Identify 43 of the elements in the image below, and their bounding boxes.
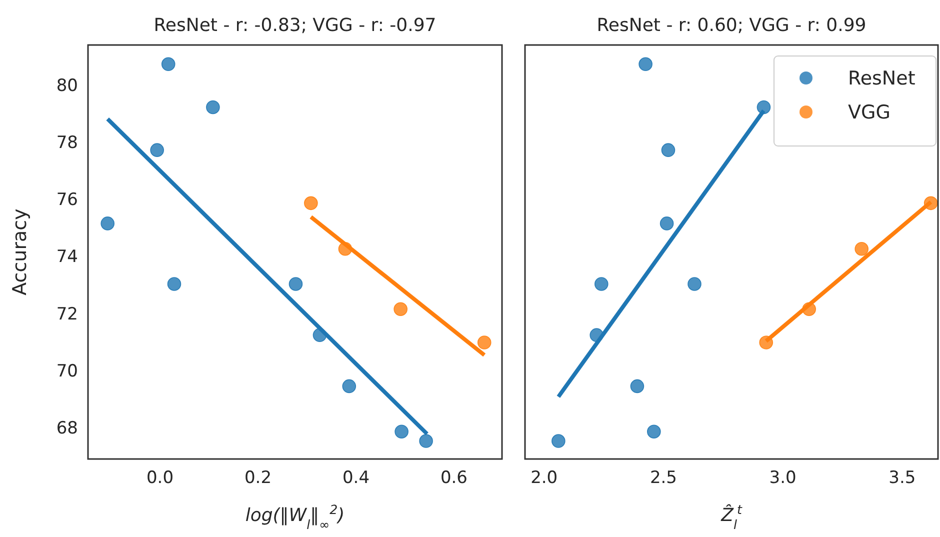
y-tick-label: 72 bbox=[56, 304, 78, 324]
y-tick-label: 74 bbox=[56, 247, 78, 268]
point bbox=[150, 143, 164, 157]
chart-title: ResNet - r: 0.60; VGG - r: 0.99 bbox=[596, 15, 866, 36]
y-tick-label: 76 bbox=[56, 190, 78, 210]
point bbox=[647, 424, 661, 438]
point bbox=[594, 277, 608, 291]
y-tick-label: 70 bbox=[56, 361, 78, 382]
point bbox=[206, 100, 220, 114]
point bbox=[304, 196, 318, 210]
point bbox=[288, 277, 303, 291]
x-tick-label: 0.4 bbox=[342, 468, 370, 488]
point bbox=[342, 379, 356, 394]
point bbox=[394, 424, 408, 438]
point bbox=[477, 336, 492, 350]
x-tick-label: 0.6 bbox=[440, 468, 468, 488]
point bbox=[419, 434, 433, 448]
x-tick-label: 2.5 bbox=[650, 468, 677, 488]
x-tick-label: 3.0 bbox=[769, 468, 796, 488]
y-tick-label: 80 bbox=[56, 76, 78, 96]
y-tick-label: 78 bbox=[56, 133, 78, 154]
point bbox=[552, 434, 566, 448]
x-tick-label: 0.0 bbox=[146, 468, 174, 488]
x-axis-title: log(‖W$_{l}$‖$_{∞}$$^{2}$) bbox=[245, 502, 345, 532]
legend-label: VGG bbox=[848, 102, 890, 124]
point bbox=[161, 57, 176, 72]
x-tick-label: 3.5 bbox=[888, 468, 916, 488]
y-axis-title: Accuracy bbox=[9, 208, 31, 296]
point bbox=[100, 216, 114, 230]
y-tick-label: 68 bbox=[56, 418, 78, 439]
point bbox=[638, 57, 652, 72]
legend-label: ResNet bbox=[848, 68, 916, 90]
point bbox=[660, 216, 674, 230]
point bbox=[661, 143, 676, 157]
point bbox=[630, 379, 644, 394]
point bbox=[756, 100, 771, 114]
x-tick-label: 0.2 bbox=[244, 468, 272, 488]
point bbox=[167, 277, 182, 291]
point bbox=[394, 302, 408, 316]
point bbox=[854, 242, 869, 256]
x-tick-label: 2.0 bbox=[530, 468, 558, 488]
chart-title: ResNet - r: -0.83; VGG - r: -0.97 bbox=[154, 15, 436, 36]
point bbox=[688, 277, 702, 291]
